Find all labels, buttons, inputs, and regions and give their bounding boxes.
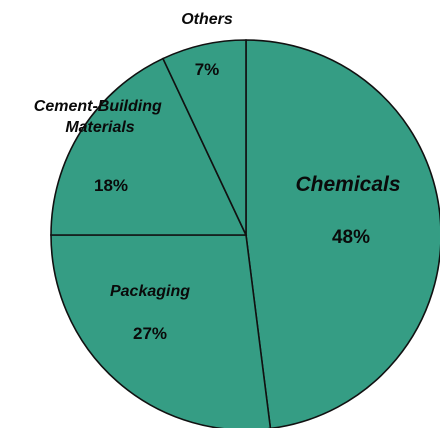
label-cement-building-line-1: Cement-Building xyxy=(34,98,162,115)
label-chemicals: Chemicals xyxy=(295,173,400,196)
value-others: 7% xyxy=(195,60,220,79)
label-packaging: Packaging xyxy=(110,283,190,300)
value-packaging: 27% xyxy=(133,324,167,343)
label-cement-building-line-2: Materials xyxy=(65,119,134,136)
label-others: Others xyxy=(181,11,233,28)
pie-slice-packaging xyxy=(50,234,272,428)
value-chemicals: 48% xyxy=(332,227,370,248)
pie-slice-cement-building-materials xyxy=(50,57,248,236)
pie-slices xyxy=(50,39,440,428)
pie-slice-chemicals xyxy=(245,39,440,428)
pie-slice-others xyxy=(161,39,247,236)
label-cement-building-materials: Cement-Building Materials xyxy=(34,98,166,136)
value-cement-building-materials: 18% xyxy=(94,176,128,195)
